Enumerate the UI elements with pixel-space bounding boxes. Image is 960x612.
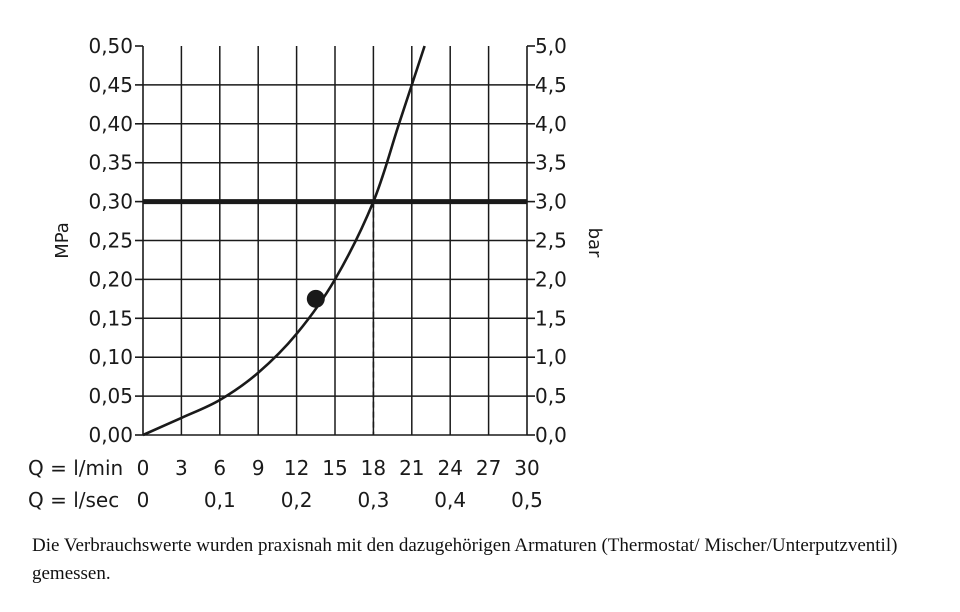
left-tick-label: 0,35 [88,151,133,175]
x-tick-label-lsec: 0,2 [281,488,313,512]
x-tick-label-lmin: 3 [175,456,188,480]
x-axis-ticks-lmin: 0 3 6 9 12 15 18 21 24 27 30 [137,456,540,480]
chart-grid [143,46,527,435]
left-tick-label: 0,30 [88,190,133,214]
right-axis-ticks: 0,0 0,5 1,0 1,5 2,0 2,5 3,0 3,5 4,0 4,5 5,0 [527,34,567,447]
x-tick-label-lmin: 24 [437,456,462,480]
operating-point-marker [306,289,325,308]
left-tick-label: 0,45 [88,73,133,97]
left-axis-ticks: 0,00 0,05 0,10 0,15 0,20 0,25 0,30 0,35 0,40 0,45… [88,34,143,447]
x-tick-label-lsec: 0,4 [434,488,466,512]
x-tick-label-lsec: 0,3 [357,488,389,512]
left-tick-label: 0,50 [88,34,133,58]
right-tick-label: 4,0 [535,112,567,136]
flow-pressure-curve [142,45,426,437]
right-tick-label: 3,0 [535,190,567,214]
chart: 0,000,050,100,150,200,250,300,350,400,45… [28,34,605,512]
right-tick-label: 1,0 [535,345,567,369]
x-tick-label-lmin: 30 [514,456,539,480]
left-axis-title: MPa [52,222,73,259]
left-tick-label: 0,05 [88,384,133,408]
left-tick-label: 0,40 [88,112,133,136]
x-tick-label-lmin: 27 [476,456,501,480]
x-axis-title-lmin: Q = l/min [28,456,123,480]
x-axis-title-lsec: Q = l/sec [28,488,119,512]
right-axis-title: bar [584,228,605,258]
right-tick-label: 1,5 [535,306,567,330]
x-tick-label-lmin: 18 [361,456,386,480]
x-tick-label-lsec: 0,5 [511,488,543,512]
right-tick-label: 0,0 [535,423,567,447]
x-tick-label-lsec: 0,1 [204,488,236,512]
left-tick-label: 0,10 [88,345,133,369]
x-tick-label-lmin: 6 [213,456,226,480]
right-tick-label: 2,0 [535,267,567,291]
right-tick-label: 3,5 [535,151,567,175]
x-tick-label-lmin: 12 [284,456,309,480]
left-tick-label: 0,00 [88,423,133,447]
left-tick-label: 0,15 [88,306,133,330]
x-tick-label-lmin: 9 [252,456,265,480]
left-tick-label: 0,25 [88,229,133,253]
right-tick-label: 2,5 [535,229,567,253]
x-tick-label-lmin: 15 [322,456,347,480]
right-tick-label: 0,5 [535,384,567,408]
right-tick-label: 4,5 [535,73,567,97]
caption: Die Verbrauchswerte wurden praxisnah mit… [32,535,898,584]
right-tick-label: 5,0 [535,34,567,58]
x-tick-label-lmin: 0 [137,456,150,480]
x-tick-label-lmin: 21 [399,456,424,480]
x-axis-ticks-lsec: 0 0,1 0,2 0,3 0,4 0,5 [137,488,543,512]
x-tick-label-lsec: 0 [137,488,150,512]
left-tick-label: 0,20 [88,267,133,291]
